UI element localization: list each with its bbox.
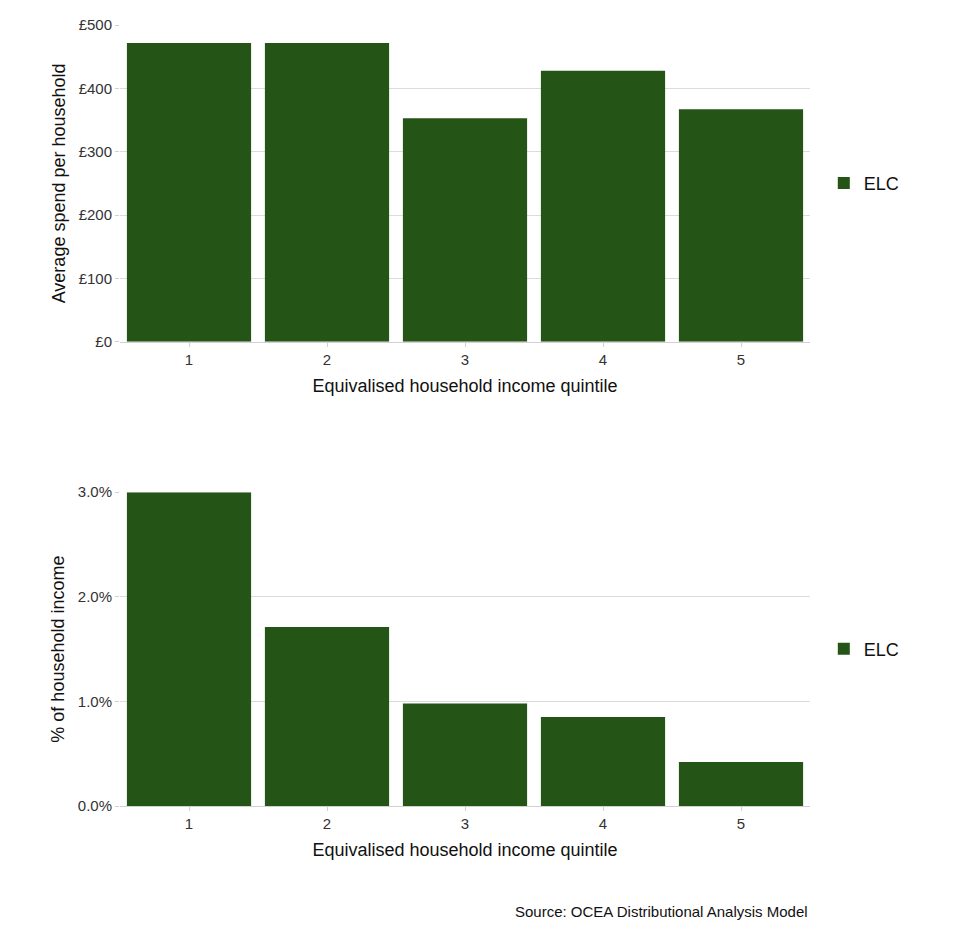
svg-text:1: 1: [185, 815, 193, 832]
svg-text:£100: £100: [79, 270, 112, 287]
svg-text:£300: £300: [79, 143, 112, 160]
svg-text:Equivalised household income q: Equivalised household income quintile: [312, 840, 617, 860]
svg-text:£0: £0: [95, 333, 112, 350]
svg-text:Average spend per household: Average spend per household: [49, 63, 69, 303]
svg-text:Equivalised household income q: Equivalised household income quintile: [312, 376, 617, 396]
svg-text:Source: OCEA Distributional An: Source: OCEA Distributional Analysis Mod…: [515, 903, 808, 920]
svg-text:3: 3: [461, 815, 469, 832]
svg-text:2: 2: [323, 815, 331, 832]
svg-text:1: 1: [185, 351, 193, 368]
svg-text:5: 5: [737, 815, 745, 832]
svg-text:2: 2: [323, 351, 331, 368]
svg-text:1.0%: 1.0%: [78, 693, 112, 710]
svg-text:ELC: ELC: [864, 640, 899, 660]
svg-text:2.0%: 2.0%: [78, 588, 112, 605]
svg-text:£500: £500: [79, 16, 112, 33]
svg-text:3: 3: [461, 351, 469, 368]
svg-text:£400: £400: [79, 80, 112, 97]
svg-text:4: 4: [599, 815, 607, 832]
svg-text:0.0%: 0.0%: [78, 797, 112, 814]
svg-text:£200: £200: [79, 206, 112, 223]
svg-text:ELC: ELC: [864, 174, 899, 194]
svg-text:5: 5: [737, 351, 745, 368]
svg-text:% of household income: % of household income: [48, 556, 68, 743]
svg-text:4: 4: [599, 351, 607, 368]
svg-text:3.0%: 3.0%: [78, 483, 112, 500]
